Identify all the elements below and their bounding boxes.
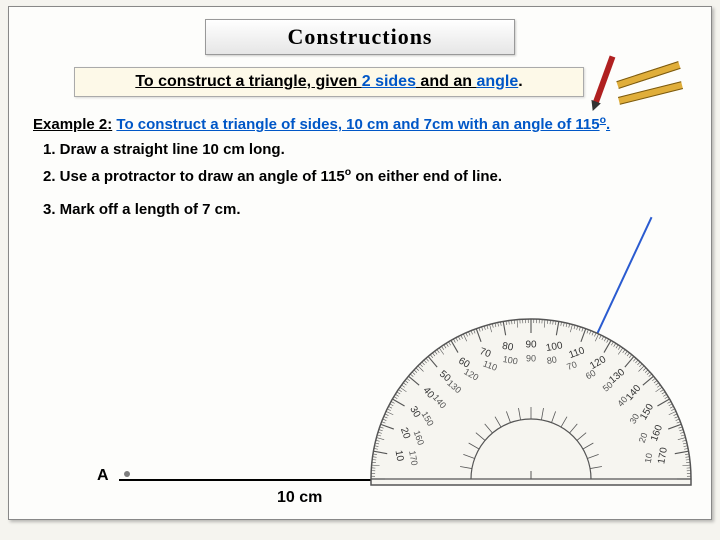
label-a: A: [97, 467, 109, 485]
svg-text:130: 130: [445, 378, 463, 395]
svg-text:70: 70: [565, 359, 578, 372]
svg-text:110: 110: [482, 358, 499, 372]
svg-text:170: 170: [656, 446, 670, 465]
svg-text:170: 170: [407, 450, 419, 467]
svg-text:160: 160: [649, 423, 665, 443]
svg-text:140: 140: [624, 383, 643, 403]
step-3: 3. Mark off a length of 7 cm.: [43, 199, 687, 222]
page-frame: Constructions To construct a triangle, g…: [8, 6, 712, 520]
svg-text:50: 50: [601, 380, 615, 394]
svg-text:80: 80: [501, 341, 514, 354]
step2-post: on either end of line.: [351, 168, 502, 185]
label-base: 10 cm: [277, 489, 322, 507]
svg-text:20: 20: [398, 426, 412, 441]
subtitle-box: To construct a triangle, given 2 sides a…: [74, 67, 584, 97]
subtitle-link1: 2 sides: [362, 73, 416, 90]
svg-text:60: 60: [456, 356, 472, 371]
step2-pre: 2. Use a protractor to draw an angle of …: [43, 168, 345, 185]
label-b: B: [614, 461, 626, 479]
svg-text:90: 90: [526, 353, 536, 363]
svg-text:30: 30: [628, 412, 642, 426]
svg-text:120: 120: [462, 366, 480, 382]
subtitle-mid: and an: [416, 73, 476, 90]
svg-text:80: 80: [546, 354, 558, 366]
subtitle-pre: To construct a triangle, given: [135, 73, 361, 90]
example-desc-link: To construct a triangle of sides, 10 cm …: [116, 116, 599, 133]
title-text: Constructions: [287, 24, 432, 49]
svg-text:70: 70: [478, 346, 493, 360]
baseline: [119, 479, 664, 481]
svg-text:10: 10: [643, 452, 655, 464]
protractor-diagram: 1020304050607080901001101201301401501601…: [363, 309, 699, 489]
step-1: 1. Draw a straight line 10 cm long.: [43, 139, 687, 162]
svg-text:10: 10: [393, 449, 406, 462]
svg-text:40: 40: [615, 394, 629, 408]
subtitle-post: .: [518, 73, 522, 90]
svg-text:60: 60: [584, 368, 598, 382]
example-desc-post: .: [606, 116, 610, 133]
svg-text:90: 90: [525, 340, 537, 351]
svg-text:100: 100: [502, 354, 519, 366]
svg-text:150: 150: [638, 402, 656, 422]
example-text: Example 2: To construct a triangle of si…: [33, 113, 687, 221]
example-heading: Example 2: To construct a triangle of si…: [33, 113, 687, 137]
svg-text:20: 20: [637, 431, 650, 444]
svg-text:30: 30: [407, 405, 422, 421]
point-a: [124, 471, 130, 477]
example-label: Example 2:: [33, 116, 112, 133]
angle-line: [528, 217, 652, 481]
svg-text:160: 160: [412, 429, 427, 447]
svg-text:40: 40: [420, 385, 436, 401]
svg-text:50: 50: [437, 369, 453, 385]
svg-text:150: 150: [420, 410, 436, 428]
title-box: Constructions: [205, 19, 515, 55]
svg-text:120: 120: [588, 354, 608, 372]
tools-illustration: [593, 51, 683, 113]
svg-text:140: 140: [431, 392, 448, 410]
subtitle-link2: angle: [476, 73, 518, 90]
step-2: 2. Use a protractor to draw an angle of …: [43, 165, 687, 189]
svg-text:130: 130: [607, 367, 627, 386]
svg-text:100: 100: [545, 340, 564, 354]
pencil-icon: [593, 55, 616, 104]
